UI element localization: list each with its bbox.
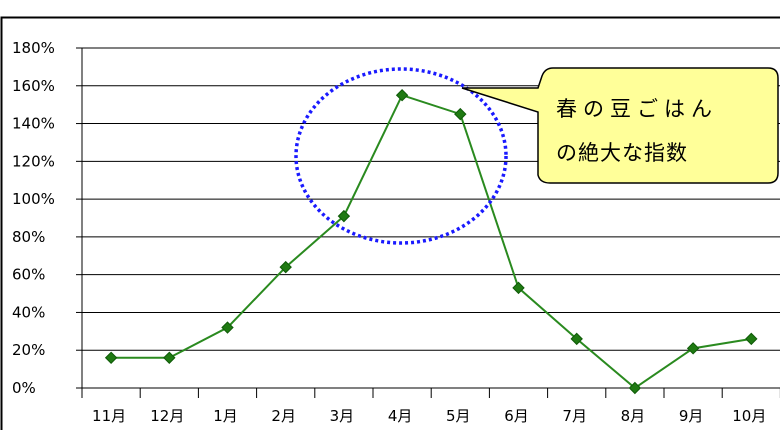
y-tick-label: 120% [12,152,55,170]
callout-text-line-2: の絶大な指数 [556,141,688,165]
y-tick-label: 140% [12,115,55,133]
y-tick-label: 20% [12,341,45,359]
x-tick-label: 5月 [446,407,471,425]
x-tick-label: 2月 [271,407,296,425]
y-tick-label: 60% [12,266,45,284]
x-tick-label: 3月 [330,407,355,425]
y-tick-label: 160% [12,77,55,95]
y-tick-label: 100% [12,190,55,208]
x-tick-label: 6月 [504,407,529,425]
x-tick-label: 7月 [562,407,587,425]
x-tick-label: 9月 [679,407,704,425]
x-tick-label: 1月 [213,407,238,425]
y-tick-label: 40% [12,303,45,321]
y-tick-label: 180% [12,39,55,57]
y-tick-label: 0% [12,379,36,397]
x-tick-label: 8月 [621,407,646,425]
x-tick-label: 10月 [732,407,766,425]
x-tick-label: 11月 [92,407,126,425]
y-tick-label: 80% [12,228,45,246]
x-tick-label: 4月 [388,407,413,425]
x-tick-label: 12月 [150,407,184,425]
callout-text-line-1: 春の豆ごはん [556,97,718,121]
